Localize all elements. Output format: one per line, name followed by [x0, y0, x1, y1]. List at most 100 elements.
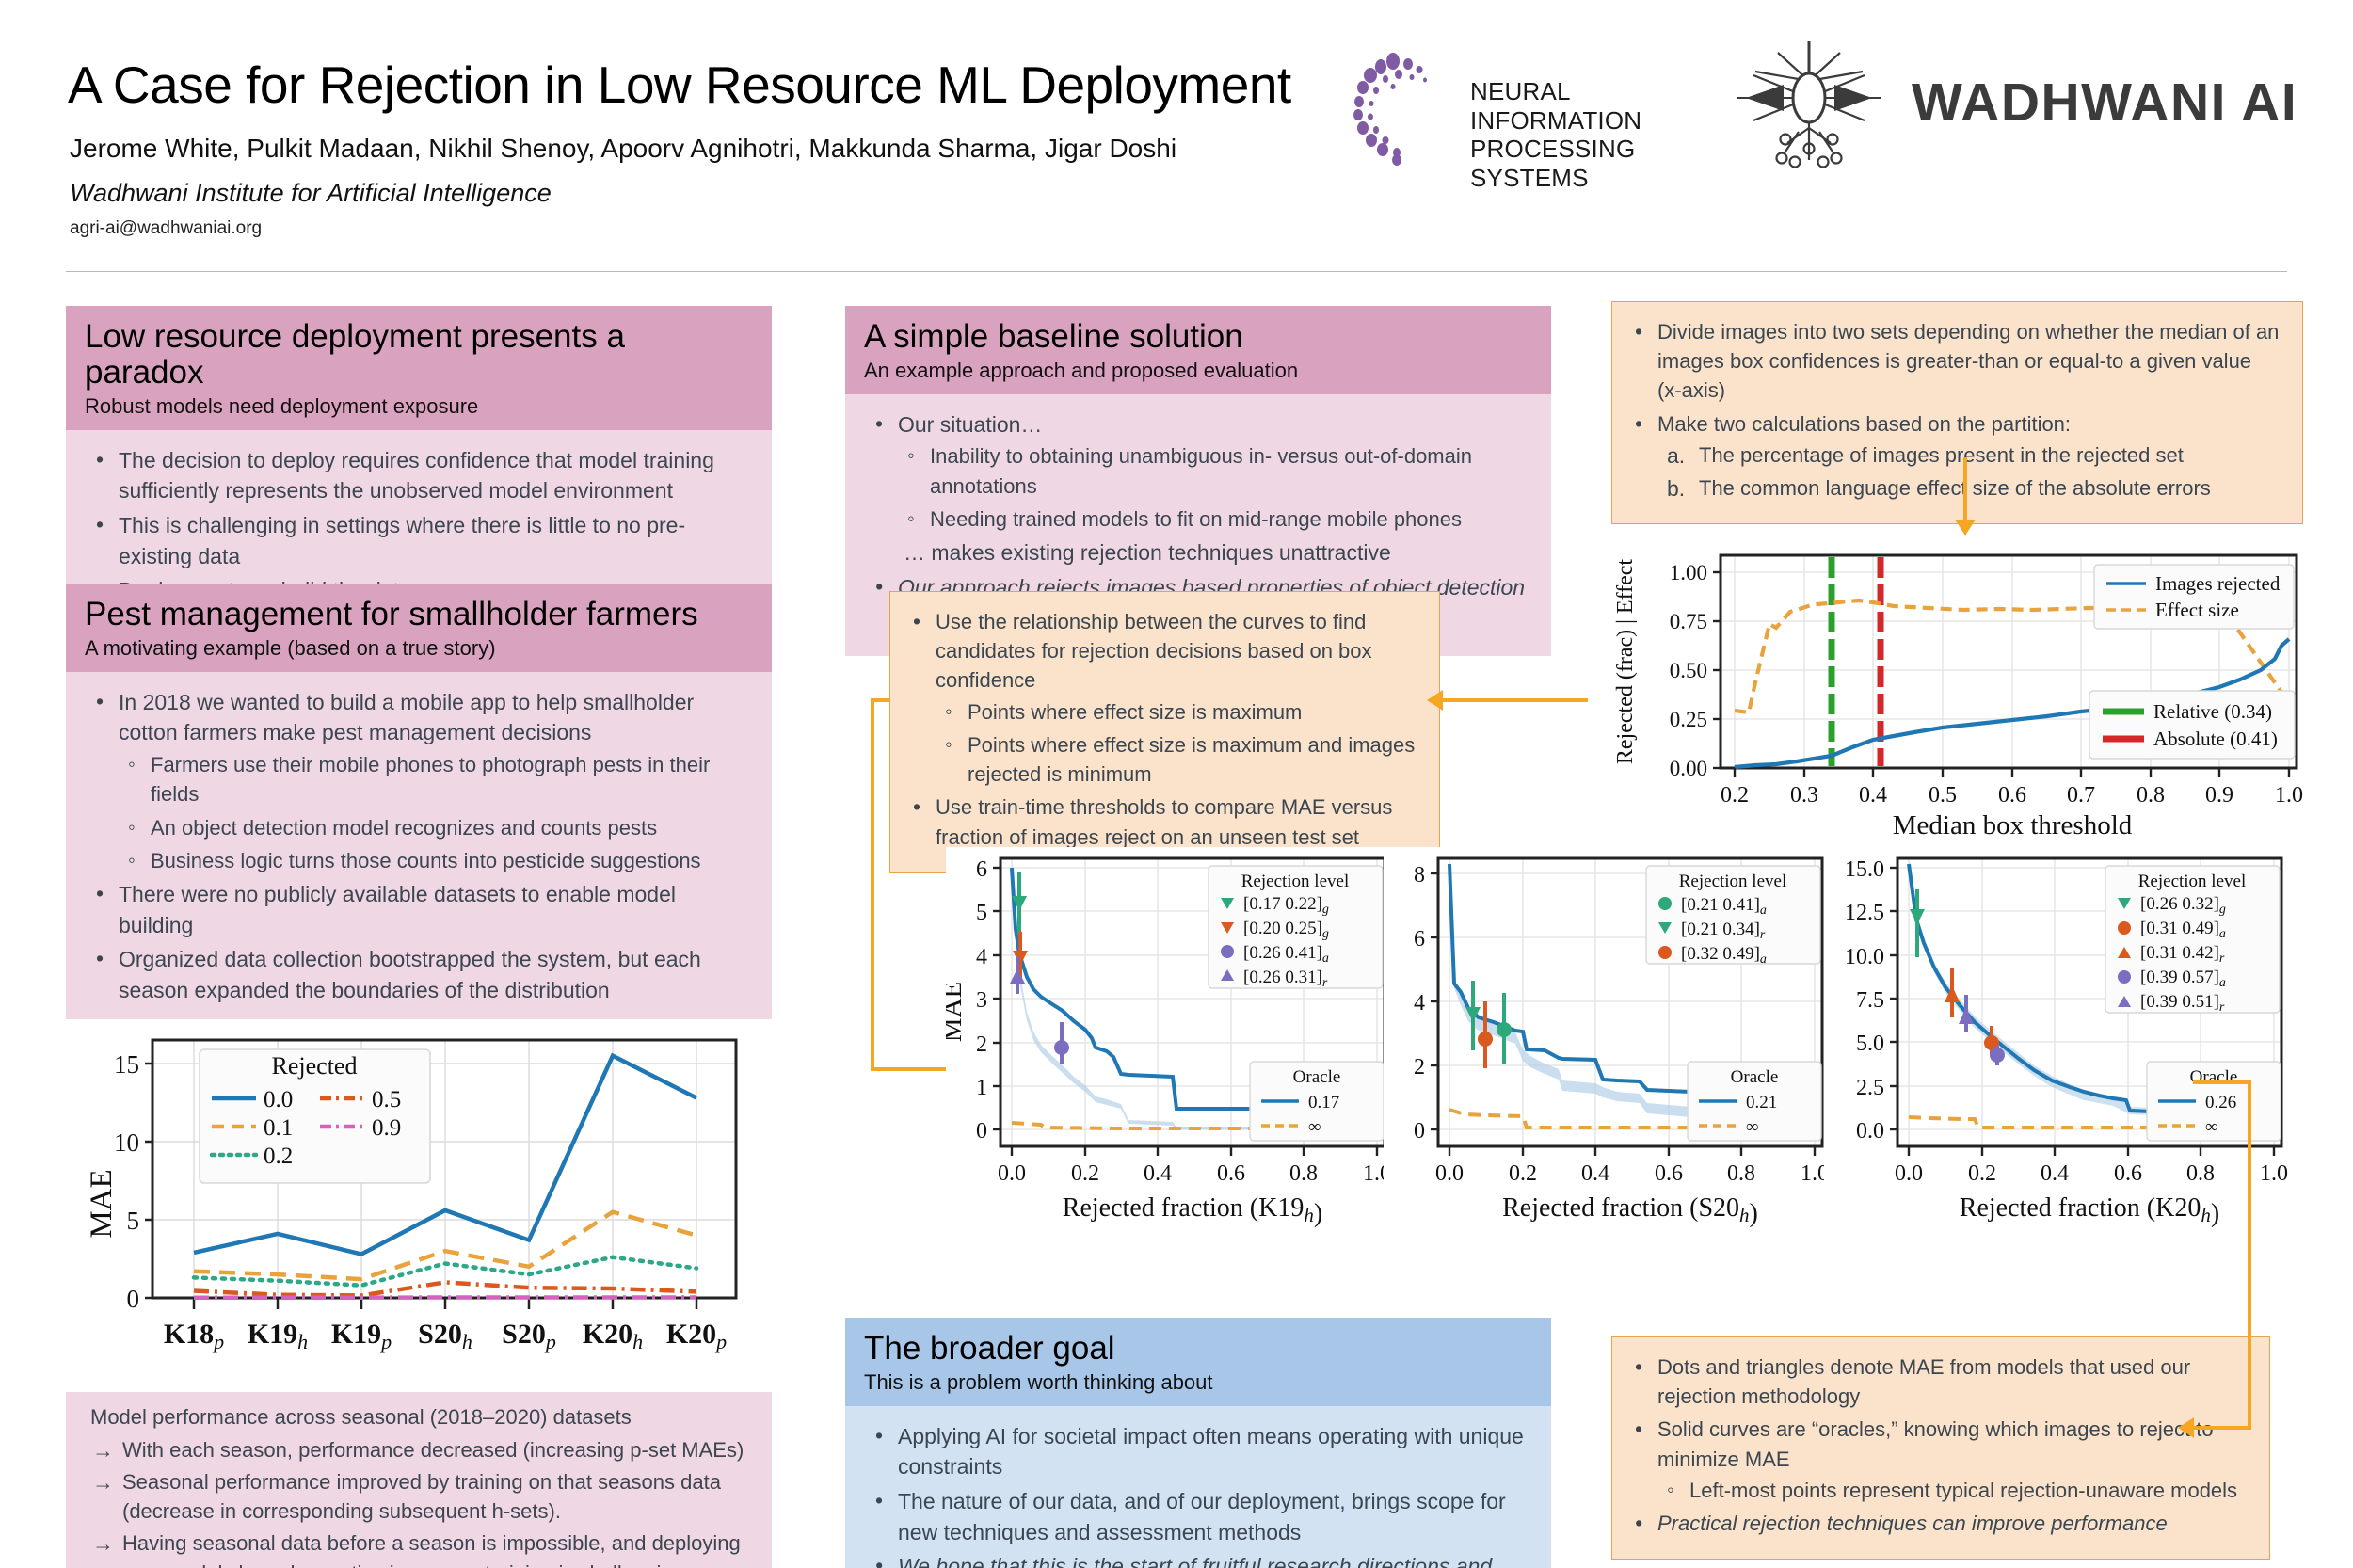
list-item: Use train-time thresholds to compare MAE…	[907, 792, 1417, 851]
svg-text:0.8: 0.8	[2186, 1161, 2215, 1186]
list-item: Applying AI for societal impact often me…	[870, 1420, 1527, 1482]
connector-chart-to-curves-arrowhead	[1427, 690, 1443, 711]
sub-list: Points where effect size is maximum Poin…	[936, 696, 1417, 790]
connector-interp-arrowhead	[2178, 1417, 2194, 1438]
panel-baseline-subtitle: An example approach and proposed evaluat…	[864, 358, 1299, 382]
svg-text:0: 0	[1414, 1119, 1425, 1144]
list-item: Dots and triangles denote MAE from model…	[1629, 1352, 2247, 1411]
svg-text:0.2: 0.2	[1509, 1161, 1537, 1186]
svg-text:∞: ∞	[2205, 1117, 2218, 1137]
list-item: The nature of our data, and of our deplo…	[870, 1485, 1527, 1547]
svg-text:0.21: 0.21	[1746, 1093, 1777, 1112]
svg-text:8: 8	[1414, 863, 1425, 888]
sub-list-item: Needing trained models to fit on mid-ran…	[898, 504, 1527, 534]
connector-curves-down	[871, 698, 874, 1071]
connector-interp-top	[2193, 1080, 2251, 1084]
svg-text:0.4: 0.4	[2041, 1161, 2069, 1186]
svg-text:0.2: 0.2	[1968, 1161, 1996, 1186]
svg-text:5: 5	[127, 1207, 140, 1235]
svg-text:Effect size: Effect size	[2155, 599, 2239, 621]
callout-curves: Use the relationship between the curves …	[889, 591, 1440, 873]
list-item: Solid curves are “oracles,” knowing whic…	[1629, 1414, 2247, 1505]
bullet-list: Applying AI for societal impact often me…	[870, 1420, 1527, 1568]
marker-group	[1910, 889, 2005, 1065]
sub-list-item: Farmers use their mobile phones to photo…	[119, 749, 747, 808]
sub-list-item: Inability to obtaining unambiguous in- v…	[898, 440, 1527, 500]
svg-text:[0.21 0.34]r: [0.21 0.34]r	[1681, 920, 1766, 942]
figure-median-box-threshold: 0.00 0.25 0.50 0.75 1.00 0.2 0.3 0.4 0.5 0.6 0.…	[1600, 544, 2315, 845]
svg-text:2: 2	[1414, 1055, 1425, 1080]
bullet-list: In 2018 we wanted to build a mobile app …	[90, 686, 747, 1006]
panel-pest-body: In 2018 we wanted to build a mobile app …	[66, 671, 772, 1019]
svg-text:1.0: 1.0	[2260, 1161, 2288, 1186]
author-list: Jerome White, Pulkit Madaan, Nikhil Shen…	[70, 134, 1177, 163]
list-item: Seasonal performance improved by trainin…	[90, 1467, 747, 1526]
svg-text:0.6: 0.6	[1217, 1161, 1245, 1186]
sub-list: Farmers use their mobile phones to photo…	[119, 749, 747, 875]
wadhwani-wordmark: WADHWANI AI	[1912, 72, 2298, 133]
panel-broader-subtitle: This is a problem worth thinking about	[864, 1369, 1213, 1394]
svg-text:Rejection level: Rejection level	[2138, 872, 2246, 891]
svg-text:Images rejected: Images rejected	[2155, 572, 2281, 595]
list-item: Divide images into two sets depending on…	[1629, 316, 2280, 406]
sub-list-item: Points where effect size is maximum	[936, 696, 1417, 727]
svg-text:0.4: 0.4	[1859, 783, 1887, 808]
list-item: Make two calculations based on the parti…	[1629, 408, 2280, 504]
page-title: A Case for Rejection in Low Resource ML …	[68, 56, 1291, 114]
svg-text:[0.26 0.32]g: [0.26 0.32]g	[2140, 894, 2226, 917]
svg-text:[0.39 0.57]a: [0.39 0.57]a	[2140, 968, 2226, 990]
list-item: There were no publicly available dataset…	[90, 878, 747, 940]
svg-text:∞: ∞	[1746, 1117, 1759, 1137]
sub-list: Left-most points represent typical rejec…	[1657, 1475, 2247, 1505]
s20h-plot: 024 68 0.0 0.2 0.4 0.6 0.8 1.0 Rejected frac…	[1384, 847, 1835, 1252]
neurips-logo: NEURAL INFORMATION PROCESSING SYSTEMS	[1350, 49, 1698, 192]
sub-list: Inability to obtaining unambiguous in- v…	[898, 440, 1527, 534]
k19h-xlabel: Rejected fraction (K19h)	[1063, 1193, 1322, 1228]
panel-pest-title: Pest management for smallholder farmers	[85, 596, 698, 632]
svg-text:0.2: 0.2	[1721, 783, 1749, 808]
panel-broader-title: The broader goal	[864, 1330, 1115, 1367]
svg-text:[0.17 0.22]g: [0.17 0.22]g	[1243, 894, 1329, 917]
list-item-tail: … makes existing rejection techniques un…	[904, 540, 1391, 566]
connector-interp-left	[2193, 1426, 2251, 1430]
svg-text:0.0: 0.0	[998, 1161, 1026, 1186]
svg-text:[0.21 0.41]a: [0.21 0.41]a	[1681, 895, 1767, 918]
sub-list-item: Points where effect size is maximum and …	[936, 729, 1417, 789]
svg-text:Rejection level: Rejection level	[1241, 872, 1349, 891]
panel-broader-body: Applying AI for societal impact often me…	[845, 1405, 1551, 1568]
k20h-xlabel: Rejected fraction (K20h)	[1960, 1193, 2219, 1228]
list-item: Organized data collection bootstrapped t…	[90, 943, 747, 1005]
svg-text:[0.20 0.25]g: [0.20 0.25]g	[1243, 919, 1329, 941]
svg-text:0.4: 0.4	[1144, 1161, 1172, 1186]
svg-text:Median box threshold: Median box threshold	[1893, 810, 2133, 840]
svg-text:0.9: 0.9	[372, 1115, 401, 1141]
svg-text:Oracle: Oracle	[1293, 1067, 1341, 1087]
panel-baseline-title: A simple baseline solution	[864, 318, 1243, 355]
svg-text:6: 6	[976, 857, 987, 882]
list-item-label: Our situation…	[898, 411, 1043, 437]
neurips-line-2: PROCESSING SYSTEMS	[1470, 135, 1636, 193]
svg-text:Oracle: Oracle	[1731, 1067, 1779, 1087]
k19h-plot: 012 345 6 0.0 0.2 0.4 0.6 0.8 1.0 Rejected f…	[946, 847, 1398, 1252]
svg-text:0.50: 0.50	[1670, 659, 1707, 682]
connector-curves-right	[871, 1067, 951, 1071]
list-item: The decision to deploy requires confiden…	[90, 444, 747, 506]
connector-interp-down	[2248, 1080, 2251, 1429]
connector-chart-to-curves	[1442, 698, 1588, 702]
svg-text:MAE: MAE	[946, 982, 968, 1042]
caption-lead: Model performance across seasonal (2018–…	[90, 1404, 632, 1429]
svg-text:0.8: 0.8	[2137, 783, 2165, 808]
svg-text:4: 4	[976, 945, 987, 969]
sub-list-item: Left-most points represent typical rejec…	[1657, 1475, 2247, 1505]
neurips-wordmark: NEURAL INFORMATION PROCESSING SYSTEMS	[1470, 77, 1698, 193]
svg-text:6: 6	[1414, 927, 1425, 952]
svg-text:10: 10	[114, 1128, 139, 1157]
list-item: Having seasonal data before a season is …	[90, 1528, 747, 1568]
svg-text:5: 5	[976, 901, 987, 925]
panel-pest: Pest management for smallholder farmers …	[66, 584, 772, 1568]
svg-text:Relative (0.34): Relative (0.34)	[2153, 700, 2272, 723]
figure-rejected-fraction-k20h: 0.0 2.5 5.0 7.5 10.0 12.5 15.0 0.0 0.2 0.4 0.6…	[1824, 847, 2295, 1252]
ordered-sub-list: The percentage of images present in the …	[1657, 440, 2280, 504]
